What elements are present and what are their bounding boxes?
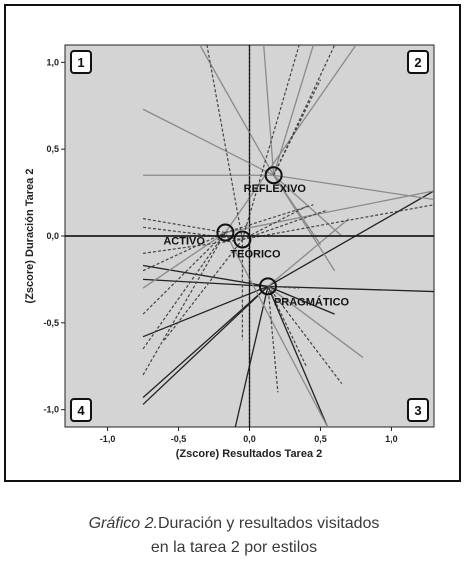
centroid-marker-3 [258,277,277,296]
series-1-segment-13 [267,285,364,359]
series-0-segment-8 [267,285,434,293]
series-0-segment-3 [143,278,268,288]
series-1-segment-3 [273,174,343,237]
caption-line2: en la tarea 2 por estilos [150,539,318,556]
series-2-segment-18 [273,79,322,176]
series-2-segment-20 [267,285,300,289]
x-tick-label-4: 1,0 [385,434,398,444]
series-0-segment-4 [142,264,269,287]
y-tick-label-1: -0,5 [43,318,59,328]
centroid-marker-1 [233,230,252,249]
x-tick-label-1: -0,5 [171,434,187,444]
x-axis-ticks: -1,0 -0,5 0,0 0,5 1,0 [100,427,398,444]
y-tick-label-0: -1,0 [43,405,59,415]
centroid-label-2: REFLEXIVO [244,183,307,195]
series-2-segment-14 [267,286,279,393]
quadrant-label-2: 2 [414,55,421,70]
series-0-segment-9 [267,285,335,315]
series-2-segment-4 [142,226,243,241]
series-1-segment-7 [142,108,274,176]
series-0-segment-1 [142,285,269,405]
x-tick-label-3: 0,5 [314,434,327,444]
series-2-segment-0 [142,232,226,376]
series-2-segment-19 [242,204,434,241]
series-2-segment-16 [163,239,243,341]
series-0-segment-2 [142,285,269,338]
data-segments [65,45,434,427]
quadrant-box-3 [407,398,429,422]
figure-frame: ACTIVO TEÓRICO REFLEXIVO PRAGMÁTICO 1 2 3 4 -1… [4,4,461,482]
series-0-segment-6 [267,286,329,427]
series-1-segment-1 [263,45,275,176]
caption-prefix: Gráfico 2. [88,515,158,532]
x-tick-label-2: 0,0 [243,434,256,444]
series-1-segment-0 [199,45,275,176]
centroid-label-3: PRAGMÁTICO [274,295,350,308]
centroid-marker-2 [264,166,283,185]
x-axis-title: (Zscore) Resultados Tarea 2 [176,448,323,460]
series-1-segment-9 [225,190,434,234]
quadrant-box-4 [70,398,92,422]
quadrant-label-3: 3 [414,403,421,418]
series-1-segment-11 [142,231,226,289]
series-1-segment-14 [267,218,350,287]
y-axis-title: (Zscore) Duración Tarea 2 [24,169,36,304]
scatter-line-chart: ACTIVO TEÓRICO REFLEXIVO PRAGMÁTICO 1 2 3 4 -1… [24,44,435,460]
series-2-segment-2 [142,232,226,315]
quadrant-box-2 [407,50,429,74]
caption-line1: Duración y resultados visitados [157,515,380,532]
y-tick-label-4: 1,0 [46,57,59,67]
series-2-segment-3 [142,231,226,272]
centroid-label-1: TEÓRICO [230,247,281,260]
series-1-segment-5 [273,174,434,201]
series-2-segment-11 [206,45,243,240]
centroid-label-0: ACTIVO [163,236,205,248]
series-2-segment-7 [241,45,300,240]
x-tick-label-0: -1,0 [100,434,116,444]
quadrant-label-1: 1 [77,55,84,70]
series-0-segment-0 [142,285,269,398]
series-0-segment-5 [234,286,269,427]
series-2-segment-13 [267,285,343,384]
y-tick-label-2: 0,0 [46,231,59,241]
series-2-segment-9 [142,238,243,254]
centroid-marker-0 [216,223,235,242]
y-axis-ticks: -1,0 -0,5 0,0 0,5 1,0 [43,57,65,415]
figure-caption: Gráfico 2.Duración y resultados visitado… [0,512,468,560]
series-2-segment-6 [242,209,328,241]
centroid-markers: ACTIVO TEÓRICO REFLEXIVO PRAGMÁTICO [163,166,350,308]
quadrant-labels: 1 2 3 4 [70,50,429,422]
series-2-segment-5 [242,205,307,241]
series-0-segment-7 [267,190,434,287]
quadrant-label-4: 4 [77,403,85,418]
quadrant-box-1 [70,50,92,74]
series-2-segment-17 [273,45,336,176]
series-2-segment-1 [142,232,226,350]
series-2-segment-15 [142,218,226,234]
y-tick-label-3: 0,5 [46,144,59,154]
